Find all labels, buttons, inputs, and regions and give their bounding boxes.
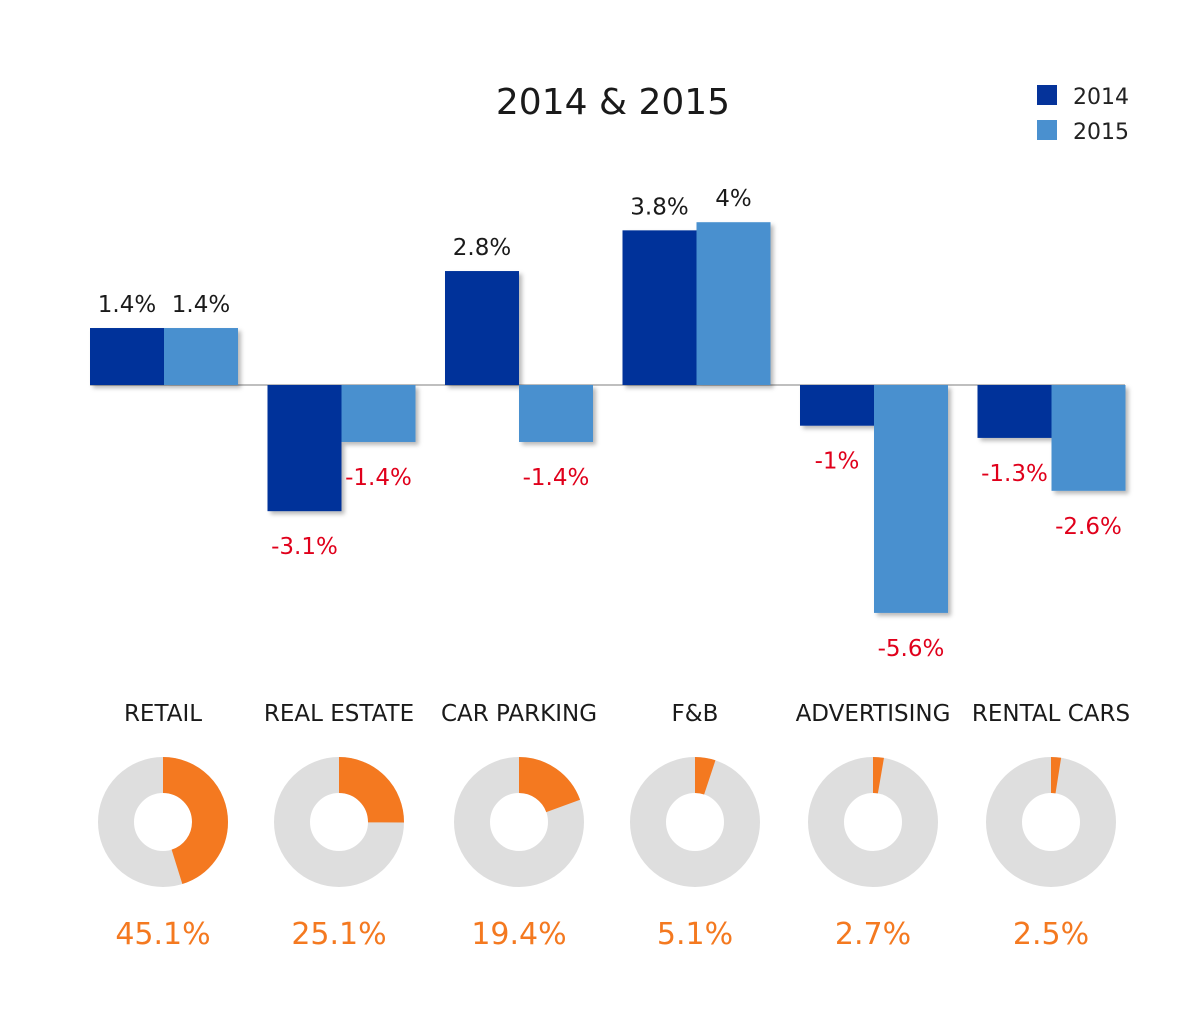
legend-swatch-2015 bbox=[1037, 120, 1057, 140]
bar-label-fandb-2015: 4% bbox=[715, 186, 752, 212]
legend-swatch-2014 bbox=[1037, 85, 1057, 105]
bar-label-car-parking-2015: -1.4% bbox=[523, 465, 590, 491]
category-label-fandb: F&B bbox=[672, 701, 719, 727]
donut-slice-retail bbox=[98, 757, 228, 887]
bar-label-rental-cars-2015: -2.6% bbox=[1055, 514, 1122, 540]
bar-car-parking-2014 bbox=[445, 271, 519, 385]
bar-fandb-2015 bbox=[696, 222, 771, 385]
bar-rental-cars-2014 bbox=[977, 385, 1052, 438]
bar-car-parking-2015 bbox=[519, 385, 593, 442]
category-label-retail: RETAIL bbox=[124, 701, 202, 727]
donut-label-fandb: 5.1% bbox=[657, 917, 733, 952]
bar-label-real-estate-2015: -1.4% bbox=[345, 465, 412, 491]
bar-value-labels: 1.4% 1.4% -3.1% -1.4% 2.8% -1.4% 3.8% 4% -1% -5.6… bbox=[98, 186, 1122, 662]
category-label-advertising: ADVERTISING bbox=[796, 701, 951, 727]
donut-slice-advertising bbox=[808, 757, 938, 887]
bar-series bbox=[90, 222, 1126, 613]
legend-label-2014: 2014 bbox=[1073, 85, 1129, 110]
bar-advertising-2015 bbox=[874, 385, 948, 613]
bar-label-advertising-2014: -1% bbox=[815, 449, 860, 475]
bar-retail-2014 bbox=[90, 328, 164, 385]
bar-rental-cars-2015 bbox=[1051, 385, 1126, 491]
category-label-car-parking: CAR PARKING bbox=[441, 701, 597, 727]
legend: 2014 2015 bbox=[1037, 85, 1129, 145]
bar-label-real-estate-2014: -3.1% bbox=[271, 534, 338, 560]
bar-real-estate-2015 bbox=[341, 385, 416, 442]
donut-label-car-parking: 19.4% bbox=[471, 917, 566, 952]
donut-label-rental-cars: 2.5% bbox=[1013, 917, 1089, 952]
donut-slice-rental-cars bbox=[986, 757, 1116, 887]
bar-label-car-parking-2014: 2.8% bbox=[453, 235, 511, 261]
bar-fandb-2014 bbox=[622, 230, 697, 385]
category-label-real-estate: REAL ESTATE bbox=[264, 701, 414, 727]
donut-slice-real-estate bbox=[274, 757, 404, 887]
bar-retail-2015 bbox=[164, 328, 238, 385]
bar-real-estate-2014 bbox=[267, 385, 342, 512]
legend-label-2015: 2015 bbox=[1073, 120, 1129, 145]
donut-charts bbox=[98, 757, 1116, 887]
bar-label-retail-2015: 1.4% bbox=[172, 292, 230, 318]
donut-label-real-estate: 25.1% bbox=[291, 917, 386, 952]
donut-percent-labels: 45.1% 25.1% 19.4% 5.1% 2.7% 2.5% bbox=[115, 917, 1089, 952]
donut-slice-fandb bbox=[630, 757, 760, 887]
chart-title: 2014 & 2015 bbox=[496, 82, 730, 123]
bar-label-advertising-2015: -5.6% bbox=[878, 636, 945, 662]
category-label-rental-cars: RENTAL CARS bbox=[972, 701, 1130, 727]
bar-label-retail-2014: 1.4% bbox=[98, 292, 156, 318]
bar-label-fandb-2014: 3.8% bbox=[630, 194, 688, 220]
bar-label-rental-cars-2014: -1.3% bbox=[981, 461, 1048, 487]
donut-label-advertising: 2.7% bbox=[835, 917, 911, 952]
donut-label-retail: 45.1% bbox=[115, 917, 210, 952]
donut-slice-car-parking bbox=[454, 757, 584, 887]
bar-advertising-2014 bbox=[800, 385, 874, 426]
category-labels: RETAIL REAL ESTATE CAR PARKING F&B ADVERTISI… bbox=[124, 701, 1130, 727]
